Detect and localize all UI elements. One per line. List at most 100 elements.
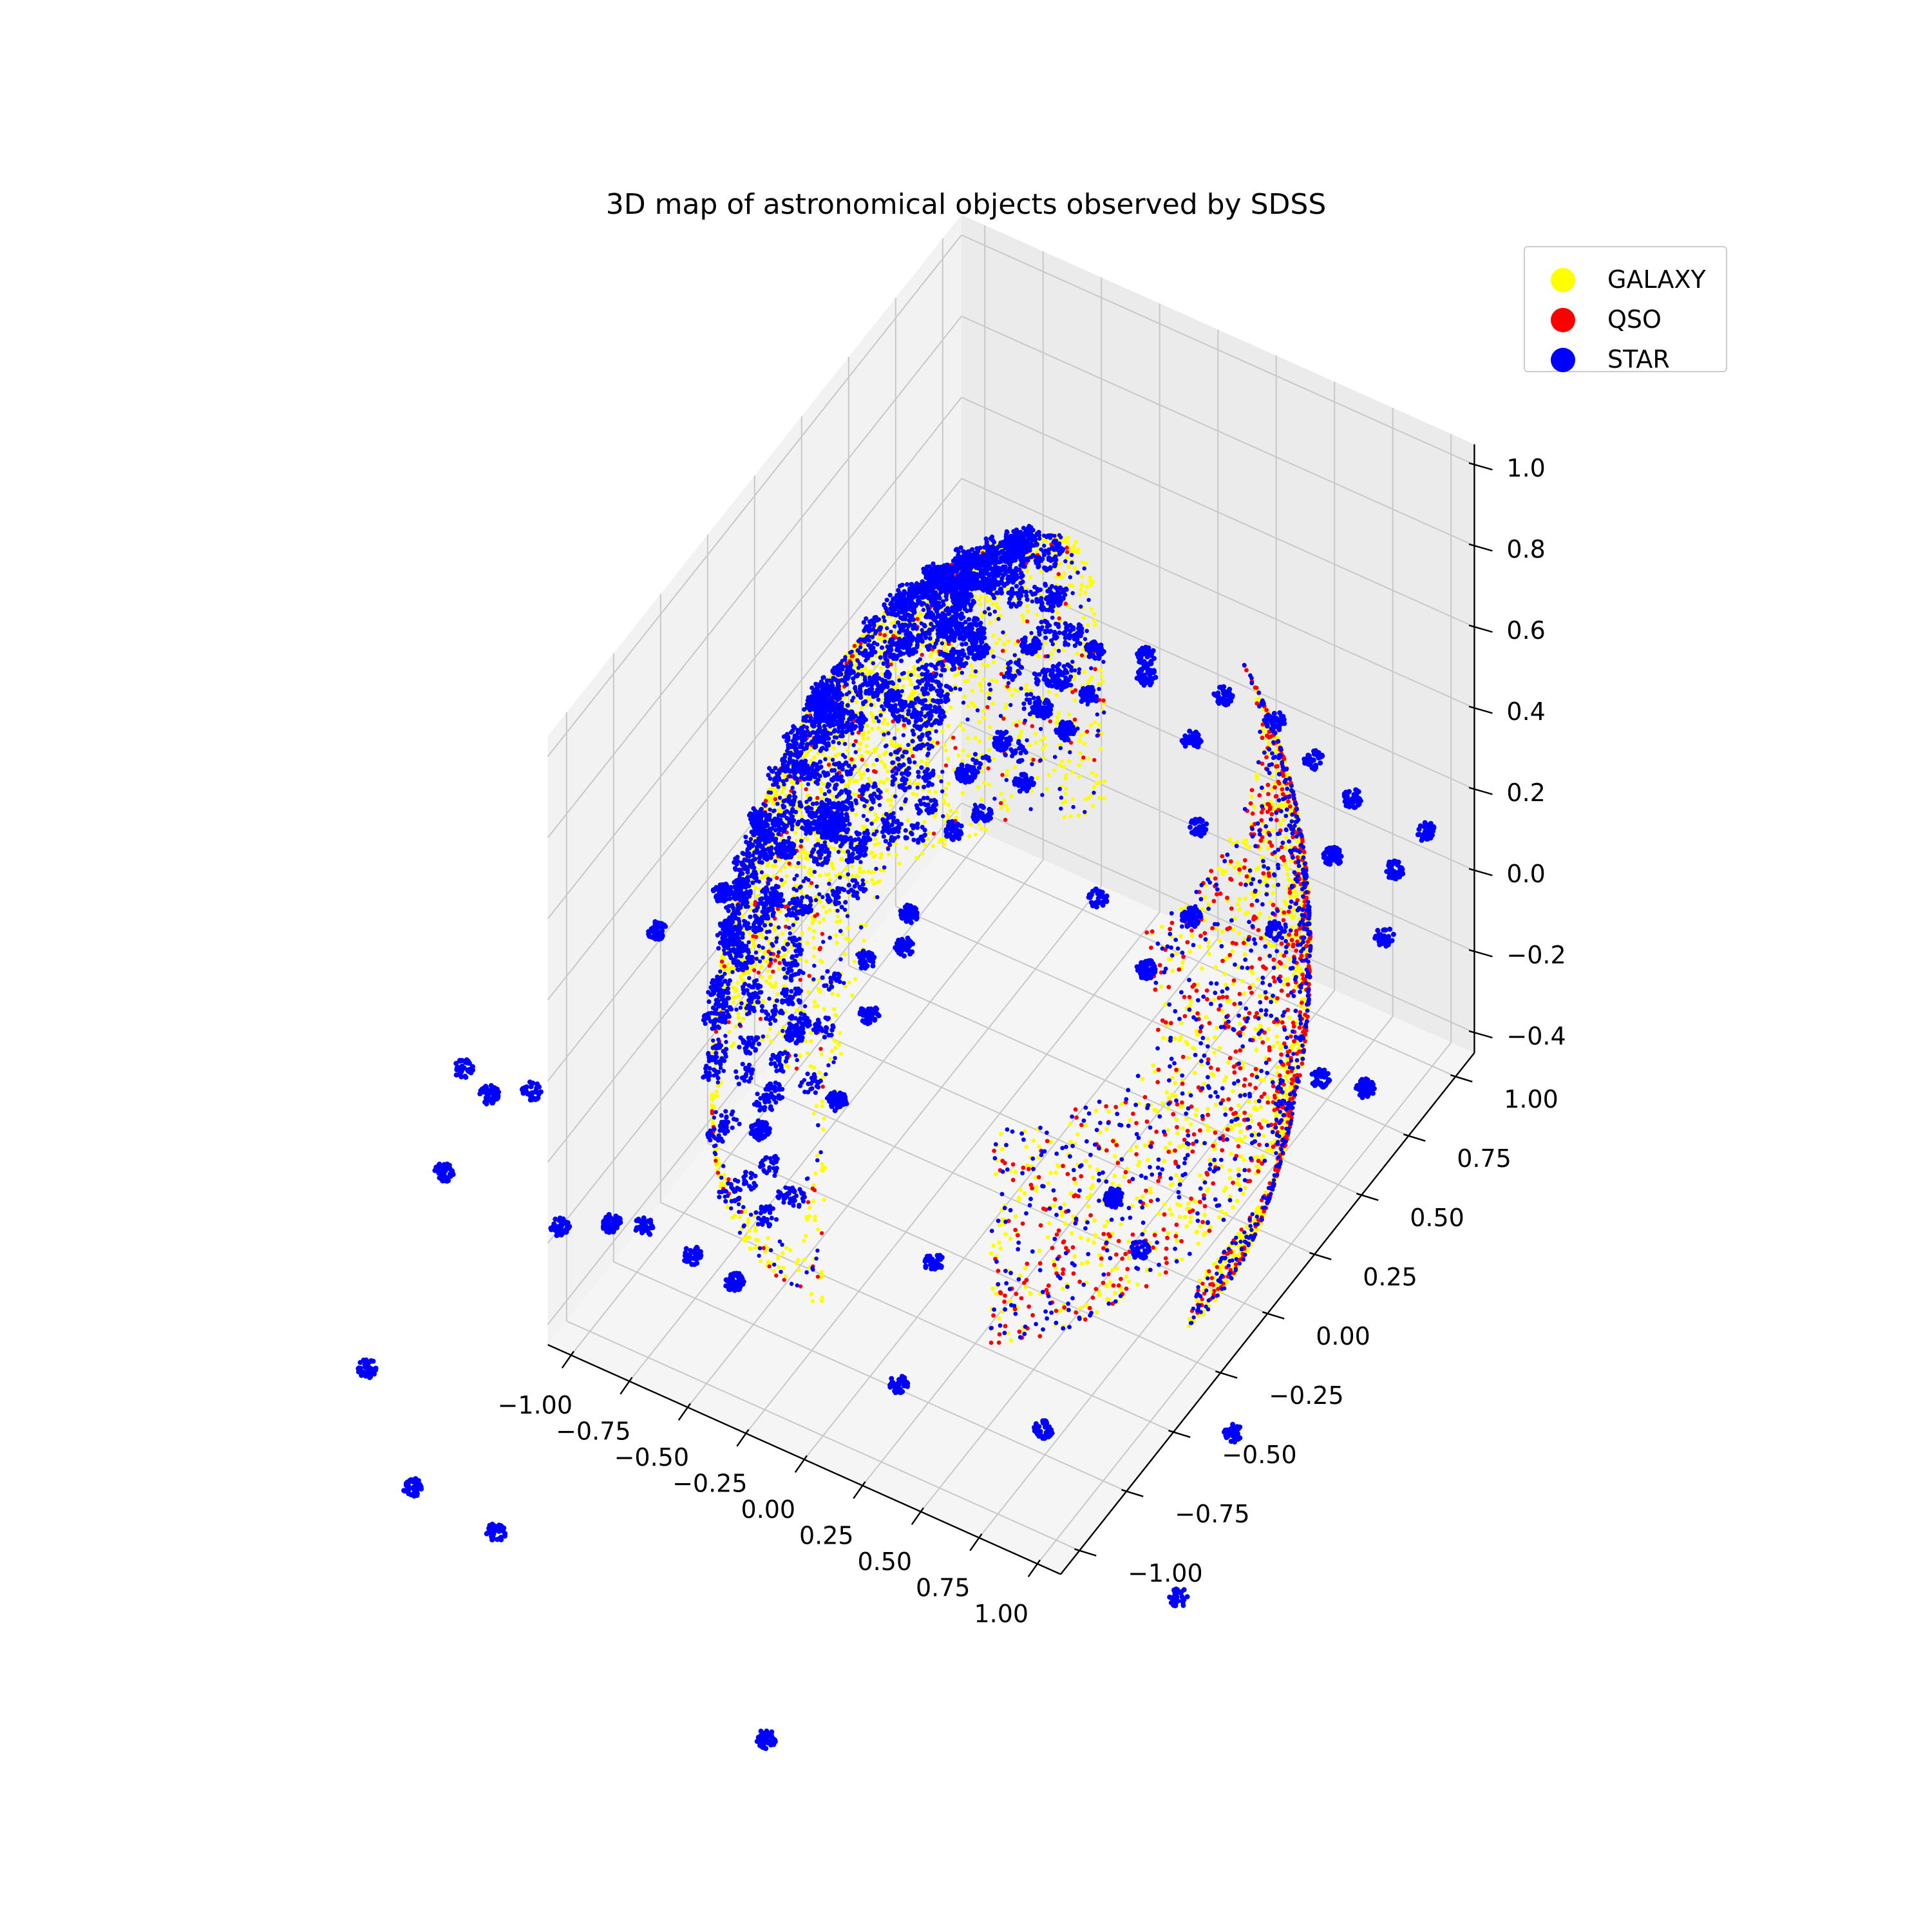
scatter-point (1235, 902, 1240, 907)
scatter-point (840, 849, 844, 854)
scatter-point (780, 931, 785, 936)
scatter-point (828, 877, 833, 882)
scatter-point (1186, 1056, 1191, 1061)
scatter-point (990, 601, 995, 606)
scatter-point (1157, 1211, 1161, 1216)
scatter-point (1014, 723, 1019, 728)
scatter-point (1211, 1072, 1216, 1077)
scatter-point (1028, 1291, 1033, 1296)
scatter-point (1196, 1241, 1201, 1246)
scatter-point (985, 663, 990, 668)
scatter-point (1237, 1122, 1242, 1127)
scatter-point (1076, 813, 1081, 818)
scatter-point (1060, 1286, 1065, 1291)
scatter-point (1237, 896, 1242, 902)
scatter-point (1006, 639, 1011, 643)
scatter-point (1238, 1129, 1243, 1134)
scatter-point (960, 791, 965, 796)
gridline-z-left (547, 316, 962, 838)
scatter-point (976, 822, 981, 827)
scatter-point (1072, 1254, 1077, 1259)
scatter-point (743, 1238, 748, 1244)
scatter-point (1235, 840, 1239, 844)
scatter-point (998, 1222, 1002, 1227)
scatter-point (943, 793, 948, 797)
scatter-point (808, 1064, 813, 1068)
scatter-point (986, 766, 990, 771)
scatter-point (817, 978, 822, 983)
scatter-point (1078, 1305, 1083, 1311)
scatter-point (979, 688, 984, 693)
scatter-point (1274, 1034, 1280, 1039)
scatter-point (1110, 1267, 1115, 1273)
scatter-point (936, 774, 942, 779)
scatter-point (727, 1030, 732, 1034)
gridline-z-left (547, 234, 962, 757)
scatter-point (1081, 641, 1086, 645)
scatter-point (858, 773, 863, 777)
scatter-point (981, 715, 987, 720)
scatter-point (1174, 1173, 1179, 1178)
scatter-point (866, 730, 871, 734)
scatter-point (1126, 1256, 1132, 1261)
scatter-point (1236, 1103, 1241, 1108)
scatter-point (891, 743, 896, 748)
scatter-point (1246, 1099, 1251, 1104)
scatter-point (1023, 1265, 1028, 1271)
scatter-point (1244, 911, 1248, 916)
scatter-point (1090, 771, 1095, 775)
scatter-point (811, 1112, 817, 1116)
scatter-point (1035, 775, 1040, 780)
scatter-point (796, 1268, 801, 1273)
scatter-point (768, 981, 773, 986)
scatter-point (991, 659, 996, 665)
scatter-point (833, 1046, 838, 1050)
scatter-point (769, 1039, 773, 1044)
gridline-y-floor (707, 1142, 1221, 1374)
scatter-point (1255, 1164, 1259, 1169)
scatter-point (980, 826, 984, 831)
scatter-point (1085, 623, 1090, 627)
scatter-point (1063, 1221, 1068, 1226)
scatter-point (902, 723, 906, 728)
scatter-point (1265, 751, 1271, 756)
scatter-point (1251, 894, 1256, 899)
scatter-point (1081, 615, 1086, 620)
scatter-point (893, 667, 898, 671)
scatter-point (817, 1070, 822, 1075)
scatter-point (1148, 1190, 1153, 1195)
scatter-point (876, 726, 881, 730)
scatter-point (813, 1214, 817, 1219)
scatter-point (997, 637, 1001, 641)
scatter-point (794, 1066, 799, 1071)
scatter-point (1189, 933, 1194, 938)
scatter-point (845, 748, 850, 753)
scatter-point (860, 757, 865, 762)
scatter-point (878, 650, 884, 655)
scatter-point (808, 867, 812, 871)
scatter-point (997, 1316, 1001, 1321)
scatter-point (722, 964, 727, 969)
scatter-point (829, 861, 834, 866)
scatter-point (844, 784, 848, 788)
scatter-point (1084, 585, 1090, 589)
scatter-point (780, 790, 784, 795)
scatter-point (815, 837, 819, 842)
scatter-point (811, 1065, 817, 1070)
scatter-point (1240, 978, 1245, 983)
scatter-point (1188, 949, 1193, 954)
scatter-point (1093, 667, 1097, 672)
scatter-point (841, 738, 846, 743)
scatter-point (802, 1257, 807, 1262)
scatter-point (881, 736, 886, 741)
scatter-point (819, 1298, 824, 1303)
scatter-point (1104, 1127, 1109, 1132)
scatter-point (925, 757, 930, 761)
scatter-point (804, 753, 809, 757)
scatter-point (730, 985, 735, 990)
scatter-point (1045, 1235, 1050, 1240)
scatter-point (1041, 756, 1046, 761)
scatter-point (1152, 1069, 1157, 1074)
scatter-point (961, 748, 965, 753)
scatter-point (1233, 1122, 1238, 1128)
